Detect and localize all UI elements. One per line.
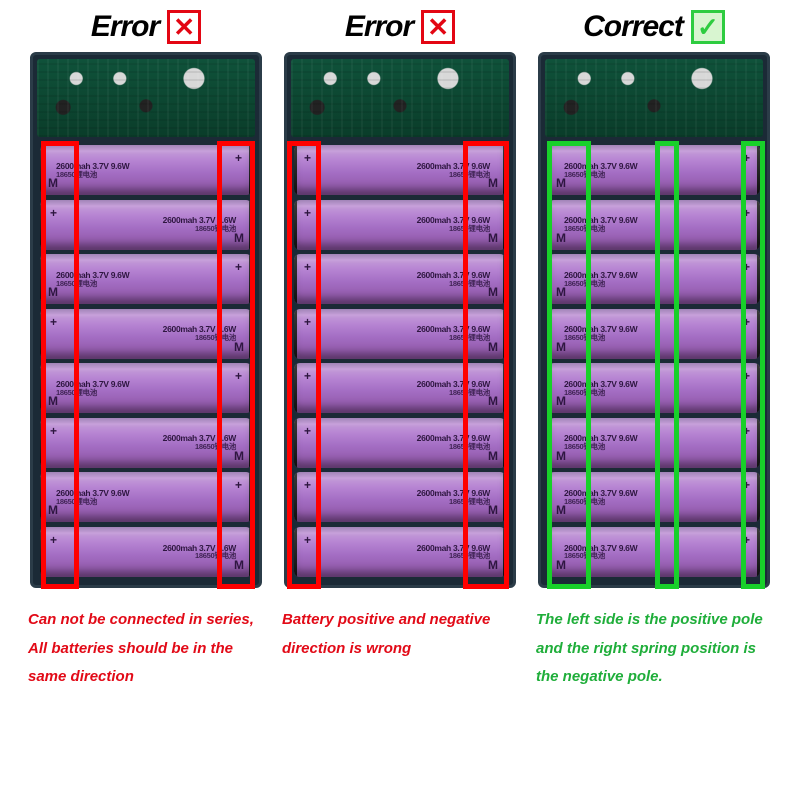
panel-header: Correct✓: [583, 10, 725, 44]
caption-correct: The left side is the positive pole and t…: [536, 606, 772, 692]
battery-case: 2600mah 3.7V 9.6W18650锂电池+M2600mah 3.7V …: [284, 52, 516, 588]
header-text: Error: [91, 10, 159, 44]
check-icon: ✓: [691, 10, 725, 44]
highlight-rect: [741, 141, 765, 589]
battery-case: 2600mah 3.7V 9.6W18650锂电池+M2600mah 3.7V …: [30, 52, 262, 588]
panel-header: Error✕: [91, 10, 201, 44]
panel-header: Error✕: [345, 10, 455, 44]
caption-error2: Battery positive and negative direction …: [282, 606, 518, 692]
battery-case: 2600mah 3.7V 9.6W18650锂电池+M2600mah 3.7V …: [538, 52, 770, 588]
highlight-rect: [547, 141, 591, 589]
panel-correct: Correct✓ 2600mah 3.7V 9.6W18650锂电池+M2600m…: [536, 10, 772, 588]
highlight-rect: [41, 141, 79, 589]
header-text: Correct: [583, 10, 683, 44]
battery-area: 2600mah 3.7V 9.6W18650锂电池+M2600mah 3.7V …: [37, 141, 255, 581]
highlight-rect: [655, 141, 679, 589]
highlight-rect: [287, 141, 321, 589]
battery-area: 2600mah 3.7V 9.6W18650锂电池+M2600mah 3.7V …: [545, 141, 763, 581]
panel-error2: Error✕ 2600mah 3.7V 9.6W18650锂电池+M2600mah…: [282, 10, 518, 588]
panel-error1: Error✕ 2600mah 3.7V 9.6W18650锂电池+M2600mah…: [28, 10, 264, 588]
highlight-rect: [217, 141, 255, 589]
pcb-board: [291, 59, 509, 137]
header-text: Error: [345, 10, 413, 44]
highlight-rect: [463, 141, 509, 589]
captions-row: Can not be connected in series, All batt…: [0, 588, 800, 692]
caption-error1: Can not be connected in series, All batt…: [28, 606, 264, 692]
battery-area: 2600mah 3.7V 9.6W18650锂电池+M2600mah 3.7V …: [291, 141, 509, 581]
cross-icon: ✕: [167, 10, 201, 44]
panels-row: Error✕2600mah 3.7V 9.6W18650锂电池+M2600mah…: [0, 0, 800, 588]
cross-icon: ✕: [421, 10, 455, 44]
pcb-board: [37, 59, 255, 137]
pcb-board: [545, 59, 763, 137]
